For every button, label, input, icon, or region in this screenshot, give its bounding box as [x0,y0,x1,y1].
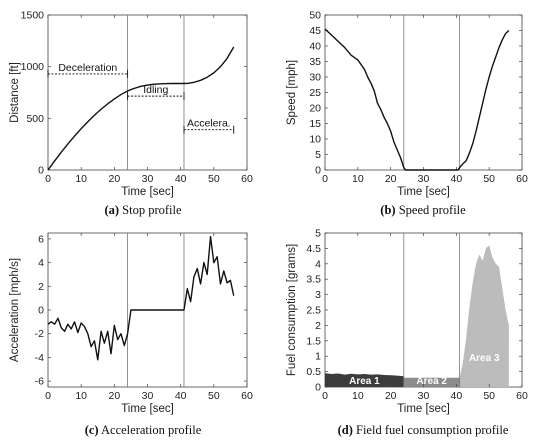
y-tick-label: -2 [35,328,44,340]
y-axis-label: Speed [mph] [286,60,298,125]
series-line-1 [47,46,235,171]
y-tick-label: -4 [35,352,44,364]
y-axis-label: Fuel consumption [grams] [286,244,298,376]
y-tick-label: 4.5 [306,243,321,255]
area-label-2: Area 2 [416,376,447,387]
x-tick-label: 10 [75,390,87,402]
x-tick-label: 30 [418,173,430,185]
y-tick-label: 2 [38,281,44,293]
y-tick-label: 1500 [21,10,45,22]
x-tick-label: 30 [142,173,154,185]
x-tick-label: 10 [352,390,364,402]
x-tick-label: 40 [175,390,187,402]
x-tick-label: 20 [385,173,397,185]
y-tick-label: 35 [309,56,321,68]
y-tick-label: 0 [38,305,44,317]
x-tick-label: 30 [142,390,154,402]
x-tick-label: 10 [352,173,364,185]
y-tick-label: 20 [309,103,321,115]
y-tick-label: 5 [315,149,321,161]
axes-frame [324,14,523,171]
y-tick-label: 0 [315,165,321,177]
x-axis-label: Time [sec] [121,186,174,198]
area-fill-3 [459,245,509,387]
x-tick-label: 40 [175,173,187,185]
y-tick-label: 0.5 [306,366,321,378]
x-tick-label: 60 [516,173,528,185]
panel-stop-profile: 0 10 20 30 40 50 60 0 500 1000 1500 Time [sec] Dista… [9,10,253,199]
x-tick-label: 30 [418,390,430,402]
caption-c: (c) Acceleration profile [85,423,202,437]
x-tick-label: 20 [108,173,120,185]
y-tick-label: 4 [38,257,44,269]
caption-a: (a) Stop profile [104,203,182,217]
y-tick-label: -6 [35,376,44,388]
x-axis-label: Time [sec] [397,403,450,415]
y-tick-label: 50 [309,10,321,22]
x-axis-label: Time [sec] [397,186,450,198]
series-line-1 [47,235,235,361]
y-tick-label: 3 [315,289,321,301]
x-tick-label: 60 [241,173,253,185]
y-tick-label: 6 [38,233,44,245]
y-tick-label: 1.5 [306,335,321,347]
x-tick-label: 0 [322,390,328,402]
x-tick-label: 50 [483,390,495,402]
x-tick-label: 60 [241,390,253,402]
x-tick-label: 50 [208,390,220,402]
y-tick-label: 0 [38,165,44,177]
y-tick-label: 40 [309,41,321,53]
annotation-label-2: Idling [143,84,168,96]
series-line-1 [324,28,510,171]
y-tick-label: 10 [309,134,321,146]
x-tick-label: 50 [208,173,220,185]
caption-d: (d) Field fuel consumption profile [338,423,509,437]
area-label-3: Area 3 [469,353,500,364]
x-tick-label: 10 [75,173,87,185]
x-tick-label: 20 [108,390,120,402]
y-tick-label: 25 [309,87,321,99]
y-tick-label: 45 [309,25,321,37]
y-tick-label: 1000 [21,61,45,73]
x-tick-label: 50 [483,173,495,185]
area-fill-1 [325,373,404,387]
annotation-label-3: Accelera. [187,118,231,130]
y-tick-label: 500 [26,113,44,125]
area-label-1: Area 1 [349,376,380,387]
area-fill-2 [403,377,460,387]
x-tick-label: 40 [450,173,462,185]
x-tick-label: 0 [45,173,51,185]
y-tick-label: 2.5 [306,305,321,317]
y-tick-label: 1 [315,351,321,363]
x-tick-label: 60 [516,390,528,402]
caption-b: (b) Speed profile [380,203,466,217]
x-tick-label: 0 [322,173,328,185]
y-tick-label: 4 [315,258,321,270]
y-tick-label: 30 [309,72,321,84]
y-axis-label: Distance [ft] [9,62,21,123]
x-tick-label: 0 [45,390,51,402]
y-tick-label: 0 [315,382,321,394]
y-tick-label: 2 [315,320,321,332]
x-axis-label: Time [sec] [121,403,174,415]
y-tick-label: 5 [315,228,321,240]
y-tick-label: 15 [309,118,321,130]
y-tick-label: 3.5 [306,274,321,286]
x-tick-label: 40 [450,390,462,402]
annotation-label-1: Deceleration [58,62,117,74]
x-tick-label: 20 [385,390,397,402]
y-axis-label: Acceleration [mph/s] [9,258,21,362]
panel-acceleration-profile: 0 10 20 30 40 50 60 -6 -4 -2 0 2 4 6 Time [sec] Acceler… [9,232,253,415]
